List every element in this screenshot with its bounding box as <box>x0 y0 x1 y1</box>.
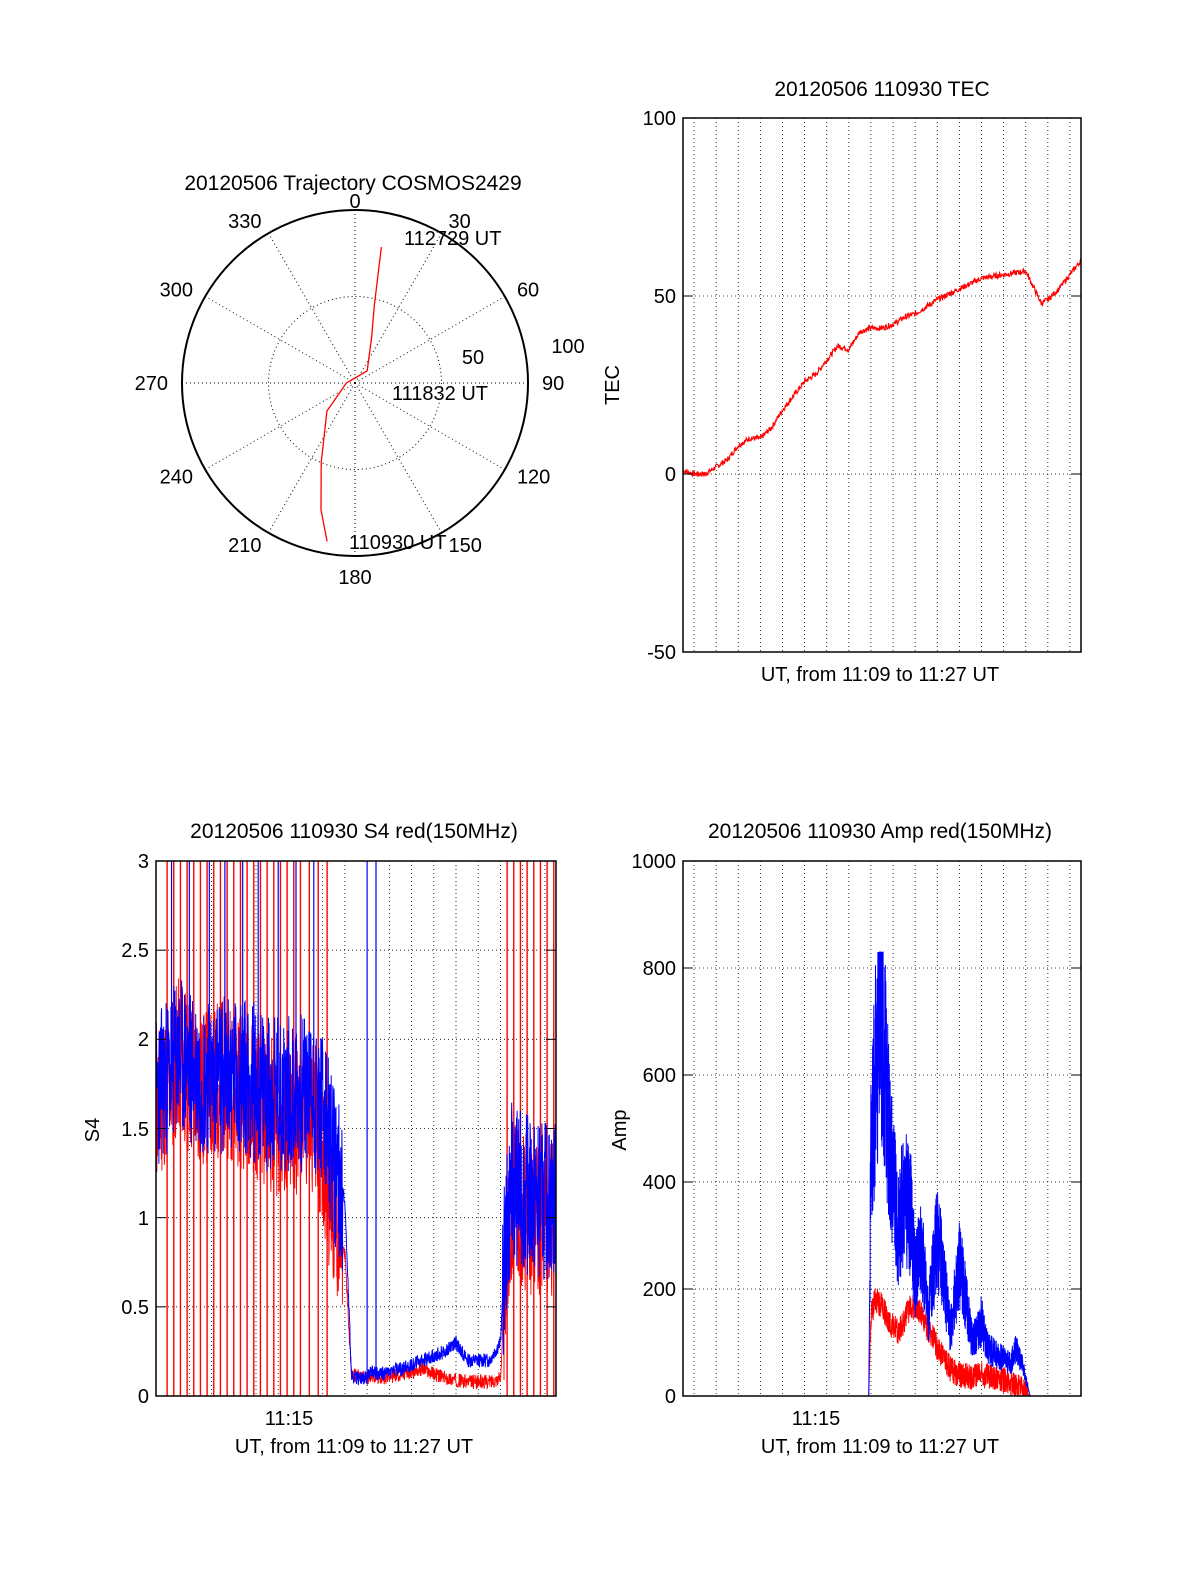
s4-plot-area <box>156 861 556 1396</box>
s4-y-tick-label: 0 <box>138 1386 149 1408</box>
polar-grid-spoke <box>354 382 506 470</box>
polar-radius-label-100: 100 <box>551 336 584 358</box>
polar-grid-spoke <box>354 296 506 384</box>
polar-grid-spoke <box>204 296 356 384</box>
tec-y-tick-label: 100 <box>643 108 676 130</box>
s4-ticks <box>156 860 556 1397</box>
polar-grid-spoke <box>268 382 356 534</box>
polar-angle-label: 270 <box>135 373 168 395</box>
polar-angle-label: 60 <box>517 280 539 302</box>
s4-x-axis-label: UT, from 11:09 to 11:27 UT <box>235 1436 473 1458</box>
polar-grid-circle <box>268 296 442 470</box>
trajectory-panel: 20120506 Trajectory COSMOS2429 0 30 60 90 12… <box>135 172 585 589</box>
polar-radius-label-50: 50 <box>462 347 484 369</box>
amp-y-tick-label: 600 <box>643 1065 676 1087</box>
amp-title: 20120506 110930 Amp red(150MHz) <box>708 820 1052 843</box>
polar-angle-label: 120 <box>517 467 550 489</box>
polar-angle-label: 30 <box>449 211 471 233</box>
tec-series <box>682 257 1082 478</box>
polar-angle-label: 90 <box>542 373 564 395</box>
polar-grid-spoke <box>354 382 442 534</box>
s4-y-axis-label: S4 <box>82 1118 104 1142</box>
amp-panel: 20120506 110930 Amp red(150MHz) 0 200 40… <box>609 820 1082 1458</box>
s4-series <box>156 861 556 1396</box>
s4-panel: 20120506 110930 S4 red(150MHz) 0 0.5 1 1… <box>82 820 557 1458</box>
s4-grid <box>156 861 556 1396</box>
tec-line <box>682 257 1082 478</box>
s4-y-tick-label: 0.5 <box>121 1297 149 1319</box>
polar-angle-label: 180 <box>338 567 371 589</box>
amp-y-tick-label: 400 <box>643 1172 676 1194</box>
s4-y-tick-label: 1 <box>138 1208 149 1230</box>
tec-panel: 20120506 110930 TEC -50 0 50 100 TEC UT,… <box>602 78 1082 686</box>
s4-y-tick-label: 2 <box>138 1029 149 1051</box>
tec-x-axis-label: UT, from 11:09 to 11:27 UT <box>761 664 999 686</box>
s4-y-tick-label: 2.5 <box>121 940 149 962</box>
amp-ticks <box>683 860 1081 1397</box>
tec-y-tick-label: 50 <box>654 286 676 308</box>
tec-grid <box>683 118 1081 652</box>
amp-red-line <box>683 1288 1081 1398</box>
amp-y-tick-label: 1000 <box>632 851 677 873</box>
polar-series <box>320 247 383 542</box>
polar-angle-label: 150 <box>449 535 482 557</box>
amp-x-tick-label: 11:15 <box>792 1408 841 1430</box>
polar-grid-spoke <box>204 382 356 470</box>
polar-outer-ring <box>181 209 529 557</box>
amp-y-tick-label: 800 <box>643 958 676 980</box>
annotation-110930-ut: 110930 UT <box>349 532 446 554</box>
amp-blue-line <box>683 951 1081 1397</box>
s4-title: 20120506 110930 S4 red(150MHz) <box>190 820 518 843</box>
polar-angle-label: 300 <box>160 280 193 302</box>
tec-y-tick-label: -50 <box>647 642 676 664</box>
s4-x-tick-label: 11:15 <box>265 1408 314 1430</box>
s4-blue-line <box>156 980 556 1386</box>
polar-grid <box>182 210 528 556</box>
tec-y-axis-label: TEC <box>602 365 624 405</box>
tec-ticks <box>683 117 1081 653</box>
s4-y-tick-label: 3 <box>138 851 149 873</box>
trajectory-line <box>320 247 383 542</box>
tec-plot-frame <box>682 117 1082 653</box>
amp-plot-frame <box>682 860 1082 1397</box>
annotation-112729-ut: 112729 UT <box>404 228 501 250</box>
annotation-111832-ut: 111832 UT <box>392 383 488 405</box>
amp-y-tick-label: 200 <box>643 1279 676 1301</box>
amp-series <box>683 951 1081 1398</box>
polar-angle-label: 240 <box>160 467 193 489</box>
tec-title: 20120506 110930 TEC <box>774 78 989 101</box>
polar-grid-spoke <box>268 232 356 384</box>
polar-angle-label: 330 <box>228 211 261 233</box>
amp-y-axis-label: Amp <box>609 1109 631 1150</box>
trajectory-title: 20120506 Trajectory COSMOS2429 <box>184 172 521 195</box>
amp-x-axis-label: UT, from 11:09 to 11:27 UT <box>761 1436 999 1458</box>
tec-y-tick-label: 0 <box>665 464 676 486</box>
polar-angle-label: 210 <box>228 535 261 557</box>
s4-y-tick-label: 1.5 <box>121 1119 149 1141</box>
polar-angle-label: 0 <box>349 191 360 213</box>
amp-y-tick-label: 0 <box>665 1386 676 1408</box>
polar-angle-labels: 0 30 60 90 120 150 180 210 240 270 300 330 <box>135 191 565 589</box>
